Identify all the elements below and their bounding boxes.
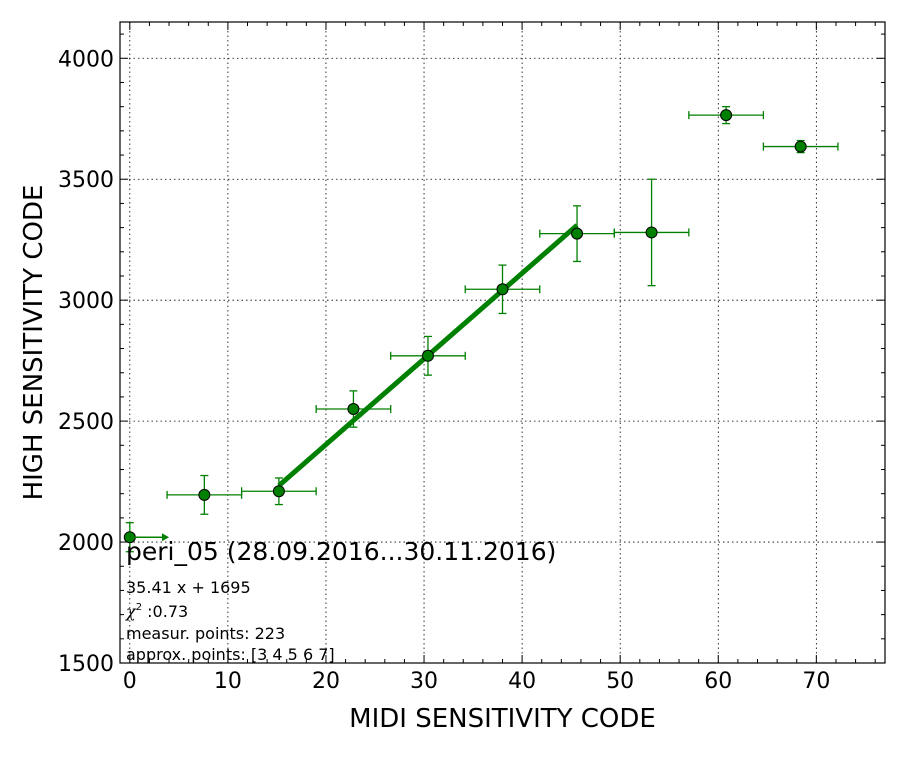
chi-power: 2 (136, 602, 142, 613)
y-axis-label: HIGH SENSITIVITY CODE (19, 185, 49, 501)
x-axis-label: MIDI SENSITIVITY CODE (349, 704, 656, 734)
data-point-group (166, 474, 243, 515)
x-tick-label: 70 (802, 669, 830, 694)
data-point (272, 485, 285, 498)
y-tick-label: 2000 (58, 531, 114, 556)
data-point (198, 488, 211, 501)
grid (120, 22, 885, 664)
data-point-group (539, 205, 615, 263)
y-tick-label: 1500 (58, 652, 114, 677)
data-point (571, 227, 584, 240)
x-tick-label: 30 (410, 669, 438, 694)
data-layer (123, 106, 839, 553)
fit-annotation: peri_05 (28.09.2016...30.11.2016) 35.41 … (125, 537, 556, 664)
chi-symbol: χ (125, 602, 137, 621)
y-tick-label: 2500 (58, 410, 114, 435)
data-point (794, 140, 807, 153)
data-point (645, 226, 658, 239)
approx-points: approx. points: [3 4 5 6 7] (126, 645, 335, 664)
chi-square-line: χ2 :0.73 (125, 602, 188, 621)
data-point-group (613, 178, 690, 287)
x-tick-label: 10 (214, 669, 242, 694)
data-point-group (240, 477, 317, 506)
ticks: 0 10 20 30 40 50 60 70 1500 2000 2500 3000 3500 4000 (58, 22, 885, 694)
data-point (347, 403, 360, 416)
data-point-group (762, 139, 839, 154)
arrow-head (162, 533, 170, 542)
y-tick-label: 3000 (58, 289, 114, 314)
fit-equation: 35.41 x + 1695 (126, 578, 251, 597)
data-point (421, 349, 434, 362)
data-point-group (315, 390, 392, 428)
annotation-title: peri_05 (28.09.2016...30.11.2016) (126, 537, 556, 566)
y-tick-label: 3500 (58, 168, 114, 193)
x-tick-label: 20 (312, 669, 340, 694)
y-tick-label: 4000 (58, 47, 114, 72)
chi-value: :0.73 (142, 602, 188, 621)
data-point-group (688, 106, 765, 125)
data-point (496, 283, 509, 296)
x-tick-label: 60 (704, 669, 732, 694)
x-tick-label: 40 (508, 669, 536, 694)
measur-points: measur. points: 223 (126, 624, 285, 643)
plot-frame (119, 21, 886, 664)
x-tick-label: 0 (123, 669, 137, 694)
data-point-group (464, 264, 541, 315)
x-tick-label: 50 (606, 669, 634, 694)
data-point-group (390, 335, 466, 376)
data-point (720, 109, 733, 122)
